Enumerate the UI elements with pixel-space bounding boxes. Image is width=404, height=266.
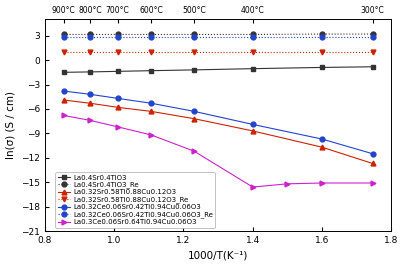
X-axis label: 1000/T(K⁻¹): 1000/T(K⁻¹) — [188, 251, 248, 260]
La0.4Sr0.4TiO3 — [192, 68, 197, 72]
La0.32Sr0.58Ti0.88Cu0.12O3_Re — [88, 50, 93, 53]
La0.3Ce0.06Sr0.64Ti0.94Cu0.06O3 — [285, 182, 290, 185]
La0.32Sr0.58Ti0.88Cu0.12O3 — [192, 117, 197, 120]
La0.4Sr0.4TiO3_Re — [250, 33, 255, 36]
La0.32Sr0.58Ti0.88Cu0.12O3_Re — [320, 50, 324, 53]
La0.32Ce0.06Sr0.42Ti0.94Cu0.06O3 — [192, 110, 197, 113]
La0.32Ce0.06Sr0.42Ti0.94Cu0.06O3_Re — [61, 36, 66, 39]
La0.4Sr0.4TiO3 — [149, 69, 154, 72]
Line: La0.32Ce0.06Sr0.42Ti0.94Cu0.06O3_Re: La0.32Ce0.06Sr0.42Ti0.94Cu0.06O3_Re — [61, 35, 375, 40]
La0.32Sr0.58Ti0.88Cu0.12O3 — [88, 102, 93, 105]
La0.4Sr0.4TiO3_Re — [61, 33, 66, 36]
La0.32Sr0.58Ti0.88Cu0.12O3 — [320, 146, 324, 149]
La0.4Sr0.4TiO3_Re — [320, 32, 324, 36]
La0.32Sr0.58Ti0.88Cu0.12O3_Re — [61, 50, 66, 53]
La0.3Ce0.06Sr0.64Ti0.94Cu0.06O3 — [370, 181, 375, 185]
La0.32Sr0.58Ti0.88Cu0.12O3 — [115, 106, 120, 109]
La0.4Sr0.4TiO3 — [88, 70, 93, 73]
Line: La0.4Sr0.4TiO3: La0.4Sr0.4TiO3 — [61, 65, 375, 74]
La0.4Sr0.4TiO3 — [115, 70, 120, 73]
La0.4Sr0.4TiO3 — [320, 66, 324, 69]
La0.3Ce0.06Sr0.64Ti0.94Cu0.06O3 — [61, 114, 66, 117]
Legend: La0.4Sr0.4TiO3, La0.4Sr0.4TiO3_Re, La0.32Sr0.58Ti0.88Cu0.12O3, La0.32Sr0.58Ti0.8: La0.4Sr0.4TiO3, La0.4Sr0.4TiO3_Re, La0.3… — [55, 172, 215, 227]
La0.32Ce0.06Sr0.42Ti0.94Cu0.06O3 — [320, 138, 324, 141]
La0.4Sr0.4TiO3 — [61, 71, 66, 74]
La0.32Sr0.58Ti0.88Cu0.12O3 — [61, 98, 66, 102]
La0.32Ce0.06Sr0.42Ti0.94Cu0.06O3_Re — [192, 36, 197, 39]
La0.3Ce0.06Sr0.64Ti0.94Cu0.06O3 — [149, 133, 154, 136]
La0.32Ce0.06Sr0.42Ti0.94Cu0.06O3 — [115, 97, 120, 100]
La0.4Sr0.4TiO3_Re — [149, 33, 154, 36]
La0.32Ce0.06Sr0.42Ti0.94Cu0.06O3_Re — [320, 36, 324, 39]
La0.32Ce0.06Sr0.42Ti0.94Cu0.06O3 — [250, 123, 255, 126]
La0.3Ce0.06Sr0.64Ti0.94Cu0.06O3 — [250, 185, 255, 189]
La0.32Sr0.58Ti0.88Cu0.12O3_Re — [370, 50, 375, 53]
La0.4Sr0.4TiO3_Re — [370, 32, 375, 36]
La0.3Ce0.06Sr0.64Ti0.94Cu0.06O3 — [115, 125, 120, 128]
La0.32Sr0.58Ti0.88Cu0.12O3 — [370, 162, 375, 165]
Line: La0.32Ce0.06Sr0.42Ti0.94Cu0.06O3: La0.32Ce0.06Sr0.42Ti0.94Cu0.06O3 — [61, 89, 375, 156]
La0.32Sr0.58Ti0.88Cu0.12O3_Re — [250, 50, 255, 53]
La0.32Ce0.06Sr0.42Ti0.94Cu0.06O3_Re — [250, 36, 255, 39]
Line: La0.32Sr0.58Ti0.88Cu0.12O3_Re: La0.32Sr0.58Ti0.88Cu0.12O3_Re — [61, 49, 375, 54]
La0.32Sr0.58Ti0.88Cu0.12O3 — [250, 129, 255, 132]
La0.32Ce0.06Sr0.42Ti0.94Cu0.06O3_Re — [370, 36, 375, 39]
La0.32Sr0.58Ti0.88Cu0.12O3_Re — [149, 50, 154, 53]
Line: La0.32Sr0.58Ti0.88Cu0.12O3: La0.32Sr0.58Ti0.88Cu0.12O3 — [61, 98, 375, 166]
La0.32Ce0.06Sr0.42Ti0.94Cu0.06O3 — [88, 93, 93, 96]
La0.32Ce0.06Sr0.42Ti0.94Cu0.06O3 — [61, 89, 66, 93]
La0.4Sr0.4TiO3_Re — [192, 33, 197, 36]
La0.4Sr0.4TiO3_Re — [88, 33, 93, 36]
La0.3Ce0.06Sr0.64Ti0.94Cu0.06O3 — [320, 181, 324, 185]
La0.3Ce0.06Sr0.64Ti0.94Cu0.06O3 — [88, 119, 93, 122]
La0.32Ce0.06Sr0.42Ti0.94Cu0.06O3_Re — [149, 36, 154, 39]
Y-axis label: ln(σ) (S / cm): ln(σ) (S / cm) — [6, 91, 16, 159]
La0.32Sr0.58Ti0.88Cu0.12O3_Re — [192, 50, 197, 53]
Line: La0.3Ce0.06Sr0.64Ti0.94Cu0.06O3: La0.3Ce0.06Sr0.64Ti0.94Cu0.06O3 — [61, 113, 375, 189]
La0.4Sr0.4TiO3 — [370, 65, 375, 68]
La0.4Sr0.4TiO3_Re — [115, 33, 120, 36]
Line: La0.4Sr0.4TiO3_Re: La0.4Sr0.4TiO3_Re — [61, 32, 375, 37]
La0.4Sr0.4TiO3 — [250, 67, 255, 70]
La0.32Ce0.06Sr0.42Ti0.94Cu0.06O3_Re — [115, 36, 120, 39]
La0.32Ce0.06Sr0.42Ti0.94Cu0.06O3 — [370, 152, 375, 155]
La0.32Sr0.58Ti0.88Cu0.12O3_Re — [115, 50, 120, 53]
La0.32Ce0.06Sr0.42Ti0.94Cu0.06O3_Re — [88, 36, 93, 39]
La0.32Sr0.58Ti0.88Cu0.12O3 — [149, 110, 154, 113]
La0.3Ce0.06Sr0.64Ti0.94Cu0.06O3 — [192, 150, 197, 153]
La0.32Ce0.06Sr0.42Ti0.94Cu0.06O3 — [149, 102, 154, 105]
